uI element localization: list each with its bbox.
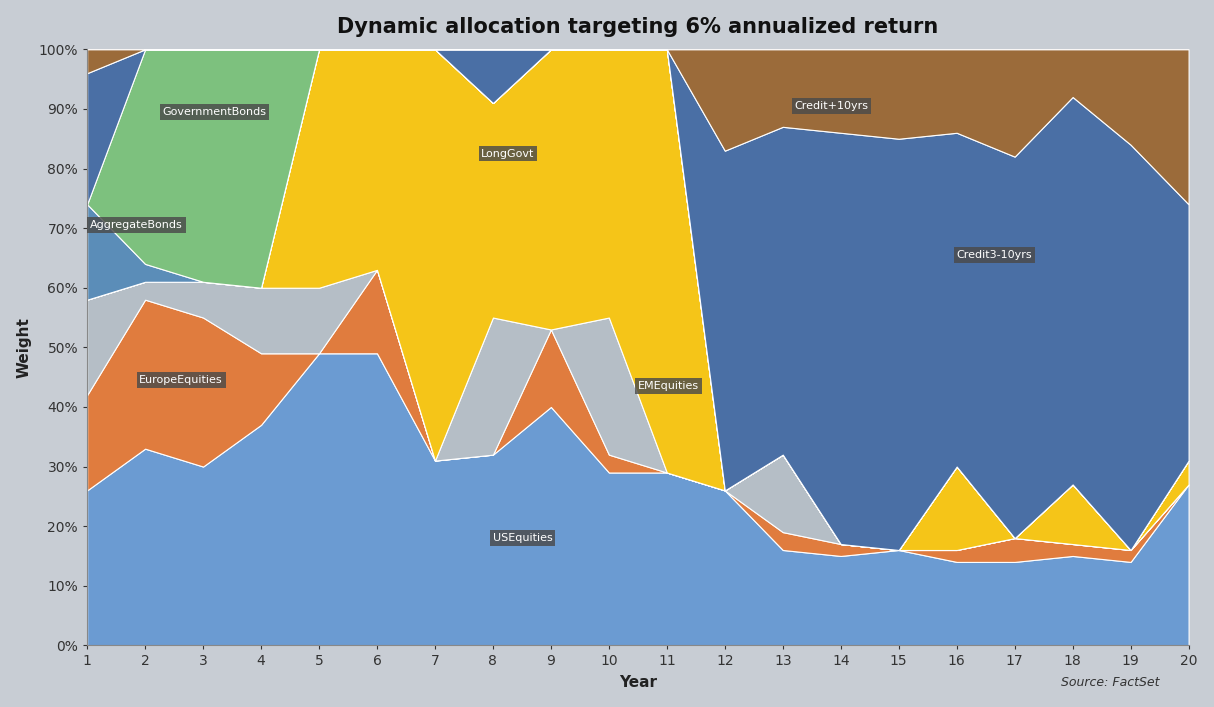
Text: EMEquities: EMEquities — [637, 381, 699, 391]
Text: Credit3-10yrs: Credit3-10yrs — [957, 250, 1032, 260]
Text: USEquities: USEquities — [493, 533, 552, 543]
Text: EuropeEquities: EuropeEquities — [140, 375, 223, 385]
Text: Credit+10yrs: Credit+10yrs — [794, 101, 868, 111]
Y-axis label: Weight: Weight — [17, 317, 32, 378]
Text: Source: FactSet: Source: FactSet — [1061, 677, 1159, 689]
Text: AggregateBonds: AggregateBonds — [90, 220, 183, 230]
Text: LongGovt: LongGovt — [481, 148, 534, 158]
Text: GovernmentBonds: GovernmentBonds — [163, 107, 267, 117]
Title: Dynamic allocation targeting 6% annualized return: Dynamic allocation targeting 6% annualiz… — [337, 17, 938, 37]
X-axis label: Year: Year — [619, 675, 657, 690]
